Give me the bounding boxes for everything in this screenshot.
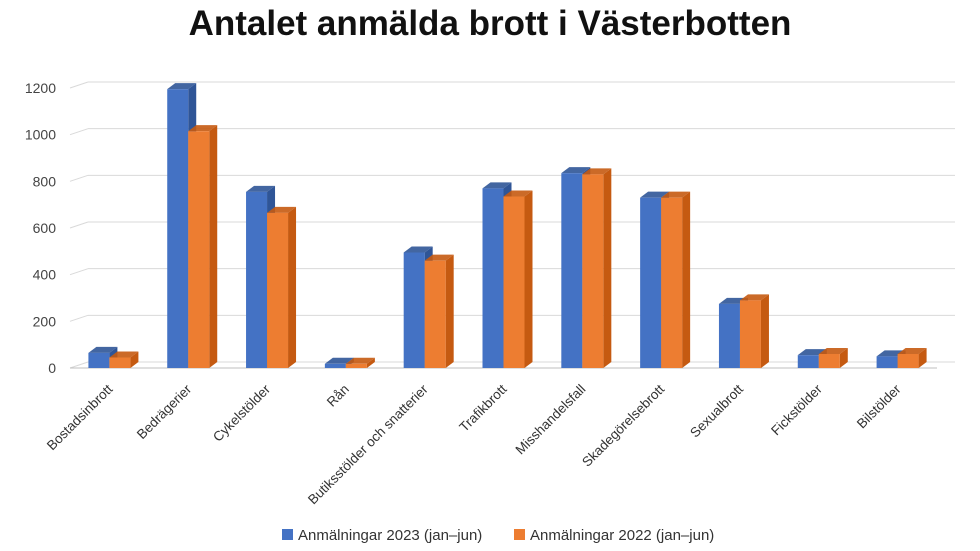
bar	[797, 355, 819, 368]
bar-side	[682, 191, 691, 368]
x-tick-label: Bedrägerier	[134, 381, 195, 442]
bar	[403, 252, 425, 368]
bar-top	[897, 348, 927, 354]
bar	[345, 363, 367, 368]
bar-side	[524, 190, 533, 368]
bar	[561, 173, 583, 368]
bar	[640, 197, 662, 368]
x-tick-label: Trafikbrott	[456, 381, 509, 434]
bar-top	[109, 351, 139, 358]
y-tick-label: 800	[33, 173, 57, 189]
bar-top	[88, 346, 118, 353]
bar	[324, 363, 346, 368]
bar-top	[739, 294, 769, 301]
x-tick-label: Bostadsinbrott	[44, 381, 116, 453]
bar	[424, 260, 446, 368]
y-tick-label: 600	[33, 220, 57, 236]
bar-side	[130, 351, 139, 368]
bar	[897, 354, 919, 368]
gridline-depth	[69, 221, 89, 229]
y-tick-label: 1200	[25, 80, 56, 96]
bar-top	[818, 348, 848, 354]
bar-top	[345, 357, 375, 364]
bar-side	[366, 357, 375, 368]
bar-top	[324, 357, 354, 364]
bar	[718, 303, 740, 368]
bar	[109, 357, 131, 368]
gridline-depth	[69, 314, 89, 322]
legend-label: Anmälningar 2023 (jan–jun)	[298, 527, 482, 544]
bar-side	[288, 206, 297, 368]
bar	[739, 300, 761, 368]
gridline-depth	[69, 174, 89, 182]
bar-top	[582, 168, 612, 175]
y-tick-label: 200	[33, 313, 57, 329]
bar-top	[246, 185, 276, 192]
bar-top	[482, 182, 512, 189]
gridline-depth	[69, 361, 89, 369]
bar	[267, 212, 289, 368]
bar-side	[918, 348, 927, 368]
bar	[167, 89, 189, 369]
gridline-depth	[69, 268, 89, 276]
x-tick-label: Fickstölder	[768, 381, 825, 438]
bar	[246, 191, 268, 368]
bar-top	[267, 206, 297, 213]
bar	[503, 196, 525, 368]
y-tick-label: 0	[48, 360, 56, 376]
bar-top	[661, 191, 691, 198]
y-tick-label: 1000	[25, 127, 56, 143]
bar	[482, 188, 504, 368]
bar	[661, 197, 683, 368]
bar-top	[424, 254, 454, 261]
bar-top	[167, 83, 197, 90]
x-tick-label: Bilstölder	[854, 381, 904, 431]
chart-title: Antalet anmälda brott i Västerbotten	[188, 4, 792, 43]
bar-top	[561, 167, 591, 174]
bar-top	[403, 246, 433, 253]
bar	[188, 131, 210, 368]
bar-side	[760, 294, 769, 368]
gridline-depth	[69, 81, 89, 89]
gridline-depth	[69, 128, 89, 136]
bar-side	[445, 254, 454, 368]
bar-top	[640, 191, 670, 198]
bar-side	[209, 125, 218, 369]
x-tick-label: Sexualbrott	[687, 381, 746, 440]
legend-label: Anmälningar 2022 (jan–jun)	[530, 527, 714, 544]
legend-swatch	[282, 529, 293, 540]
bar	[876, 356, 898, 368]
x-tick-label: Rån	[324, 382, 352, 410]
bar-side	[603, 168, 612, 368]
y-tick-label: 400	[33, 267, 57, 283]
bar	[818, 354, 840, 368]
x-tick-label: Misshandelsfall	[513, 382, 589, 458]
legend-swatch	[514, 529, 525, 540]
bar	[88, 352, 110, 368]
x-tick-label: Cykelstölder	[210, 381, 273, 444]
bar	[582, 174, 604, 368]
bar-side	[839, 348, 848, 368]
bar-top	[503, 190, 533, 197]
bar-top	[188, 125, 218, 132]
x-tick-label: Skadegörelsebrott	[579, 381, 667, 469]
